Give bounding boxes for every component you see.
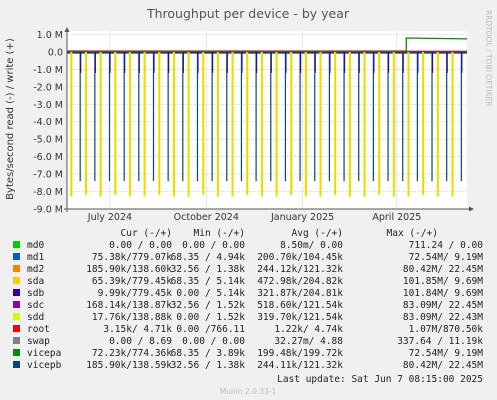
legend-value: 17.76k/138.88k [92,312,172,323]
legend-swatch [13,289,20,296]
x-axis-arrow [469,206,474,212]
legend-value: 3.15k/ 4.71k [103,324,172,335]
y-tick-label: -5.0 M [33,135,63,146]
legend-swatch [13,301,20,308]
legend-swatch [13,265,20,272]
legend-value: 101.84M/ 9.69M [403,288,483,299]
legend-value: 32.56 / 1.38k [171,360,246,371]
legend-value: 83.09M/ 22.43M [403,312,483,323]
legend-value: 1.07M/870.50k [409,324,484,335]
legend-header: Avg (-/+) [292,228,343,239]
y-tick-label: 0.0 [48,47,63,58]
y-tick-label: 1.0 M [37,30,63,41]
legend-swatch [13,277,20,284]
legend-value: 0.00 / 8.69 [109,336,172,347]
legend-value: 711.24 / 0.00 [409,240,484,251]
legend-header: Cur (-/+) [121,228,172,239]
y-tick-labels: 1.0 M 0.0 -1.0 M -2.0 M -3.0 M -4.0 M -5.0 M -6… [33,30,63,216]
legend-value: 32.27m/ 4.88 [274,336,343,347]
y-axis-label: Bytes/second read (-) / write (+) [5,38,16,200]
y-tick-label: -9.0 M [33,205,63,216]
legend-value: 0.00 / 0.00 [109,240,172,251]
last-update: Last update: Sat Jun 7 08:15:00 2025 [277,374,483,385]
legend-value: 32.56 / 1.38k [171,264,246,275]
y-tick-label: -8.0 M [33,187,63,198]
legend-value: 9.99k/779.45k [98,288,173,299]
y-tick-label: -2.0 M [33,82,63,93]
legend-value: 72.23k/774.36k [92,348,172,359]
legend-swatch [13,241,20,248]
legend-value: 8.50m/ 0.00 [280,240,343,251]
legend-name: vicepa [27,348,61,359]
legend-value: 244.12k/121.32k [257,264,343,275]
legend-value: 0.00 / 0.00 [182,240,245,251]
y-tick-label: -6.0 M [33,152,63,163]
legend-value: 185.90k/138.60k [86,264,172,275]
plot-background [67,31,467,209]
legend-value: 68.35 / 5.14k [171,276,246,287]
y-tick-label: -1.0 M [33,65,63,76]
legend-name: md0 [27,240,44,251]
legend-value: 199.48k/199.72k [257,348,343,359]
legend-swatch [13,253,20,260]
y-tick-label: -7.0 M [33,170,63,181]
plot-area [64,27,474,212]
legend-value: 68.35 / 4.94k [171,252,246,263]
legend-value: 0.00 / 0.00 [182,336,245,347]
legend-value: 72.54M/ 9.19M [409,252,484,263]
legend-name: sda [27,276,44,287]
y-tick-label: -3.0 M [33,100,63,111]
legend-name: md2 [27,264,44,275]
x-tick-label: April 2025 [372,212,421,223]
legend-swatch [13,337,20,344]
legend-value: 101.85M/ 9.69M [403,276,483,287]
x-tick-label: October 2024 [174,212,239,223]
legend-swatch [13,325,20,332]
legend-value: 321.87k/204.81k [257,288,343,299]
legend-value: 0.00 /766.11 [176,324,245,335]
legend-value: 83.09M/ 22.45M [403,300,483,311]
rrdtool-credit: RRDTOOL / TOBI OETIKER [484,10,493,107]
x-tick-labels: July 2024 October 2024 January 2025 April 2… [87,212,422,223]
legend-swatch [13,349,20,356]
legend-value: 72.54M/ 9.19M [409,348,484,359]
chart-title: Throughput per device - by year [146,6,350,21]
legend-value: 337.64 / 11.19k [397,336,483,347]
munin-version: Munin 2.0.33-1 [220,387,277,396]
legend-value: 75.38k/779.07k [92,252,172,263]
legend-value: 244.11k/121.32k [257,360,343,371]
legend-value: 168.14k/138.87k [86,300,172,311]
legend-value: 0.00 / 1.52k [176,312,245,323]
legend-value: 185.90k/138.59k [86,360,172,371]
legend-value: 472.98k/204.82k [257,276,343,287]
legend-name: swap [27,336,50,347]
legend-header: Min (-/+) [194,228,245,239]
legend-value: 68.35 / 3.89k [171,348,246,359]
legend-name: sdc [27,300,44,311]
legend-header: Max (-/+) [387,228,438,239]
legend-name: root [27,324,50,335]
legend-value: 65.39k/779.45k [92,276,172,287]
legend-name: sdb [27,288,44,299]
legend-value: 0.00 / 5.14k [176,288,245,299]
legend-value: 200.70k/104.45k [257,252,343,263]
legend-name: md1 [27,252,44,263]
legend-value: 1.22k/ 4.74k [274,324,343,335]
legend-value: 32.56 / 1.52k [171,300,246,311]
legend-swatch [13,313,20,320]
x-tick-label: January 2025 [270,212,334,223]
legend-value: 518.60k/121.54k [257,300,343,311]
x-tick-label: July 2024 [87,212,132,223]
legend-value: 80.42M/ 22.45M [403,264,483,275]
legend-name: vicepb [27,360,62,371]
legend-value: 80.42M/ 22.45M [403,360,483,371]
y-axis-arrow [64,27,70,32]
y-tick-label: -4.0 M [33,117,63,128]
series-layer [67,37,468,197]
legend-swatch [13,361,20,368]
legend: Cur (-/+) Min (-/+) Avg (-/+) Max (-/+) md0 0… [13,228,483,371]
legend-name: sdd [27,312,44,323]
legend-value: 319.70k/121.54k [257,312,343,323]
